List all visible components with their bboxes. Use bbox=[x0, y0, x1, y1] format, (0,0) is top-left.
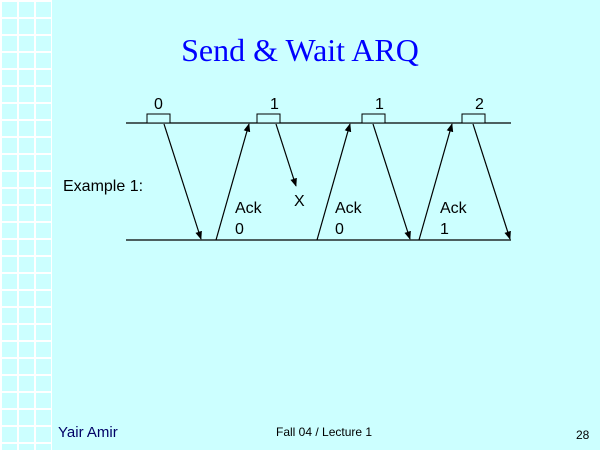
footer-author: Yair Amir bbox=[58, 424, 118, 441]
ack-number: 1 bbox=[440, 221, 449, 238]
frame-label-2: 2 bbox=[475, 96, 484, 113]
frame-box-0 bbox=[146, 113, 171, 124]
frame-label-0: 0 bbox=[154, 96, 163, 113]
frame-2-arrow bbox=[472, 123, 511, 240]
ack-word: Ack bbox=[235, 200, 262, 217]
frame-box-1-retransmit bbox=[361, 113, 386, 124]
decorative-grid bbox=[0, 0, 52, 450]
ack-word: Ack bbox=[440, 200, 467, 217]
ack-number: 0 bbox=[335, 221, 344, 238]
ack-0-repeat-arrow bbox=[316, 123, 352, 241]
frame-box-1 bbox=[256, 113, 281, 124]
ack-label-second: Ack 0 bbox=[335, 198, 362, 240]
lost-frame-marker: X bbox=[294, 193, 305, 210]
frame-1-retransmit-arrow bbox=[372, 123, 411, 240]
ack-number: 0 bbox=[235, 221, 244, 238]
frame-0-arrow bbox=[163, 123, 202, 240]
ack-0-arrow bbox=[215, 123, 251, 241]
ack-label-third: Ack 1 bbox=[440, 198, 467, 240]
footer-course: Fall 04 / Lecture 1 bbox=[276, 425, 373, 439]
ack-word: Ack bbox=[335, 200, 362, 217]
ack-label-first: Ack 0 bbox=[235, 198, 262, 240]
example-label: Example 1: bbox=[63, 178, 144, 195]
page-number: 28 bbox=[576, 428, 590, 442]
frame-1-lost-arrow bbox=[275, 123, 297, 187]
frame-box-2 bbox=[461, 113, 486, 124]
frame-label-1: 1 bbox=[270, 96, 279, 113]
slide-title: Send & Wait ARQ bbox=[181, 32, 419, 68]
frame-label-1-retransmit: 1 bbox=[375, 96, 384, 113]
ack-1-arrow bbox=[418, 123, 454, 241]
